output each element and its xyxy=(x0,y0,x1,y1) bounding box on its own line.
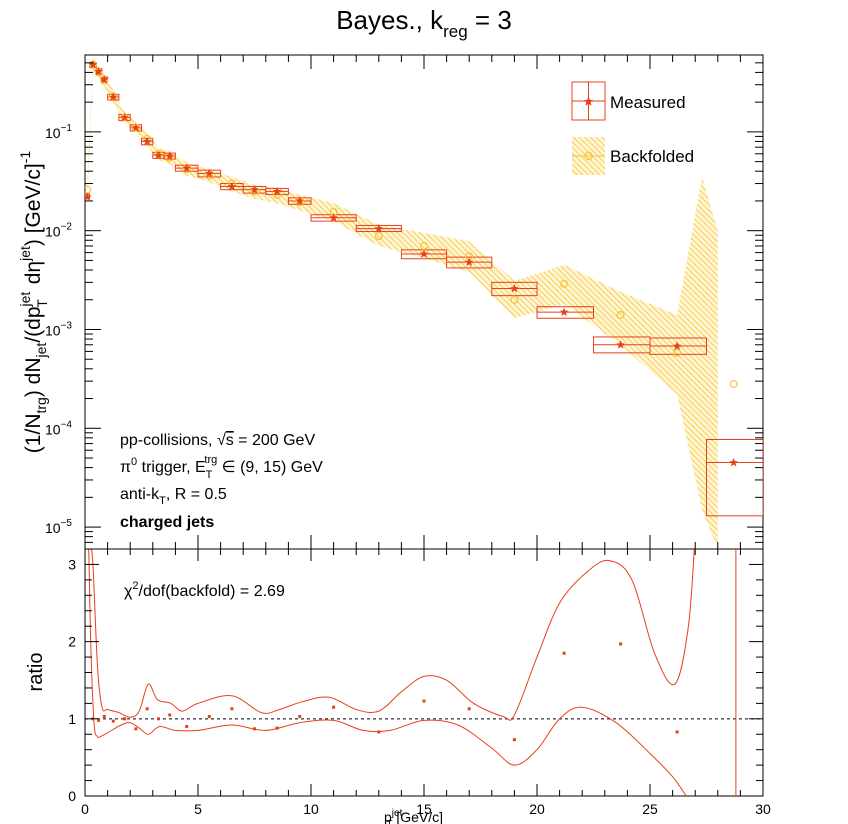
backfolded-point xyxy=(510,295,519,304)
spectrum-panel: 10−5 10−4 10−3 10−2 10−1 (1/Ntrg) dNjet/(dpj… xyxy=(17,54,764,550)
ratio-point xyxy=(102,714,106,718)
backfolded-point xyxy=(673,348,682,357)
x-tick-label: 10 xyxy=(303,801,319,817)
x-tick-label: 30 xyxy=(755,801,771,817)
ratio-point xyxy=(168,713,172,717)
ratio-point xyxy=(111,719,115,723)
ratio-point xyxy=(230,707,234,711)
chart-title: Bayes., kreg = 3 xyxy=(336,5,512,41)
y-tick-label: 0 xyxy=(68,788,76,804)
ratio-point xyxy=(123,717,127,721)
ratio-point xyxy=(562,651,566,655)
backfolded-band xyxy=(87,58,718,549)
measured-error-box xyxy=(706,438,763,517)
annotation-algorithm: anti-kT, R = 0.5 xyxy=(120,486,227,507)
ratio-point xyxy=(675,730,679,734)
ratio-point xyxy=(512,738,516,742)
annotation-jet-type: charged jets xyxy=(120,514,214,531)
legend-entry-backfolded: Backfolded xyxy=(572,137,694,175)
ratio-point xyxy=(97,718,101,722)
ratio-point xyxy=(134,727,138,731)
x-tick-label: 20 xyxy=(529,801,545,817)
ratio-point xyxy=(377,730,381,734)
backfolded-point xyxy=(616,311,625,320)
ratio-x-tick-labels: 0 5 10 15 20 25 30 xyxy=(81,801,771,817)
backfolded-point xyxy=(560,279,569,288)
ratio-point xyxy=(422,699,426,703)
ratio-point xyxy=(185,725,189,729)
x-tick-label: 15 xyxy=(416,801,432,817)
annotations: pp-collisions, √s = 200 GeV π0 trigger, … xyxy=(120,432,323,531)
spectrum-y-axis-label: (1/Ntrg) dNjet/(dpjetT dηjet) [GeV/c]-1 xyxy=(17,151,50,454)
x-tick-label: 5 xyxy=(194,801,202,817)
x-tick-label: 25 xyxy=(642,801,658,817)
chi2-annotation: χ2/dof(backfold) = 2.69 xyxy=(124,580,285,600)
y-tick-label: 10−1 xyxy=(45,123,72,141)
ratio-points xyxy=(91,642,679,742)
ratio-point xyxy=(156,717,160,721)
ratio-point xyxy=(467,707,471,711)
backfolded-point xyxy=(420,241,429,250)
backfolded-point xyxy=(729,380,738,389)
annotation-trigger: π0 trigger, ETtrg ∈ (9, 15) GeV xyxy=(120,454,323,481)
backfolded-uncertainty-band xyxy=(87,58,718,549)
y-tick-label: 10−5 xyxy=(45,518,72,536)
ratio-point xyxy=(619,642,623,646)
legend-label-measured: Measured xyxy=(610,93,686,112)
spectrum-y-tick-labels: 10−5 10−4 10−3 10−2 10−1 xyxy=(45,123,72,536)
y-tick-label: 10−4 xyxy=(45,419,72,437)
ratio-point xyxy=(207,714,211,718)
measured-markers xyxy=(85,60,738,467)
spectrum-axis-ticks xyxy=(84,55,764,550)
ratio-point xyxy=(275,726,279,730)
ratio-point xyxy=(253,727,256,731)
y-tick-label: 2 xyxy=(68,634,76,650)
ratio-point xyxy=(145,707,149,711)
annotation-collisions: pp-collisions, √s = 200 GeV xyxy=(120,432,315,449)
ratio-upper-band xyxy=(85,549,695,721)
ratio-band-lines xyxy=(85,549,737,796)
y-tick-label: 3 xyxy=(68,556,76,572)
ratio-point xyxy=(332,705,336,709)
ratio-axis-ticks xyxy=(84,548,764,797)
y-tick-label: 1 xyxy=(68,711,76,727)
ratio-y-tick-labels: 0 1 2 3 xyxy=(68,556,76,804)
y-tick-label: 10−3 xyxy=(45,320,72,338)
ratio-panel: 0 1 2 3 0 5 10 15 20 25 30 ratio χ2/dof(backfold)… xyxy=(25,548,771,824)
legend: Measured Backfolded xyxy=(571,81,694,175)
ratio-point xyxy=(298,714,302,718)
x-tick-label: 0 xyxy=(81,801,89,817)
ratio-y-axis-label: ratio xyxy=(25,653,47,692)
legend-label-backfolded: Backfolded xyxy=(610,147,694,166)
measured-point xyxy=(85,192,92,201)
legend-entry-measured: Measured xyxy=(571,81,686,121)
ratio-x-axis-label: pjetT [GeV/c] xyxy=(384,808,443,824)
y-tick-label: 10−2 xyxy=(45,222,72,240)
ratio-lower-band xyxy=(85,549,687,796)
measured-error-box xyxy=(491,281,538,297)
backfolded-point xyxy=(374,232,383,241)
